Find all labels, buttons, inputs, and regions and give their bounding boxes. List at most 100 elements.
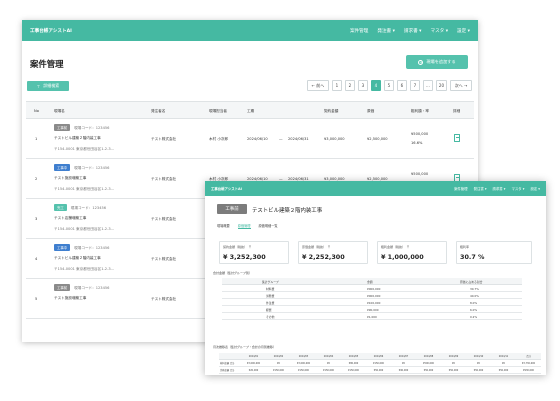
pager-next[interactable]: 次へ → — [450, 80, 472, 91]
nav-case-management[interactable]: 案件管理 — [454, 186, 468, 191]
table-row: 外注費 ¥100,000 8.0% — [222, 299, 522, 306]
header-cell: 2024/03 — [291, 353, 316, 359]
site-name[interactable]: テスト施設増築工事 — [54, 176, 86, 181]
table-row: その他 ¥1,000 0.2% — [222, 313, 522, 320]
header-cell: 2024/02 — [266, 353, 291, 359]
group-amount: ¥90,000 — [367, 308, 379, 312]
top-nav-bar: 工事台帳アシストAI 案件管理 発注書 ▾ 請求書 ▾ マスタ ▾ 設定 ▾ — [205, 181, 546, 196]
site-code: 現場コード：123456 — [71, 206, 106, 210]
site-name[interactable]: テスト店舗増築工事 — [54, 216, 86, 221]
table-row: 材料費 ¥000,000 30.7% — [222, 285, 522, 292]
month-value: ¥0 — [266, 360, 291, 366]
pagination: ← 前へ 1 2 3 4 5 6 7 … 20 次へ → — [307, 80, 472, 91]
pager-ellipsis: … — [423, 80, 433, 91]
header-cell: 2024/07 — [391, 353, 416, 359]
table-row: 労務費 ¥000,000 40.0% — [222, 292, 522, 299]
header-cell: 2024/10 — [466, 353, 491, 359]
status-badge: 完工 — [54, 204, 67, 211]
site-name[interactable]: テストビル建築２階内装工事 — [54, 136, 101, 141]
group-ratio: 6.0% — [470, 308, 477, 312]
header-ratio: 原価に占める割合 — [460, 280, 482, 284]
client-name: テスト株式会社 — [151, 297, 176, 302]
header-cell: 2024/06 — [366, 353, 391, 359]
pager-prev[interactable]: ← 前へ — [307, 80, 329, 91]
month-value: ¥150,000 — [291, 367, 316, 373]
kpi-value: ¥ 3,252,300 — [223, 253, 266, 261]
pager-page-5[interactable]: 5 — [384, 80, 394, 91]
app-brand[interactable]: 工事台帳アシストAI — [30, 28, 341, 34]
site-name[interactable]: テストビル建築２階内装工事 — [54, 256, 101, 261]
month-value: ¥50,000 — [466, 367, 491, 373]
site-address: 〒154-0001 東京都世田谷区1-2-3... — [54, 227, 114, 232]
pager-page-20[interactable]: 20 — [436, 80, 447, 91]
table-row[interactable]: 1 工事前 現場コード：123456 テストビル建築２階内装工事 〒154-000… — [26, 119, 474, 159]
group-amount: ¥100,000 — [367, 301, 380, 305]
site-title: テストビル建築２階内装工事 — [252, 206, 322, 214]
client-name: テスト株式会社 — [151, 177, 176, 182]
site-code: 現場コード：123456 — [74, 246, 109, 250]
tab-cost-detail-list[interactable]: 原価明細一覧 — [259, 223, 278, 229]
nav-invoice[interactable]: 請求書 ▾ — [404, 28, 422, 34]
site-code: 現場コード：123456 — [74, 166, 109, 170]
month-value: ¥150,000 — [341, 367, 366, 373]
kpi-label: 原価金額（税抜） 〒 — [302, 245, 331, 249]
nav-case-management[interactable]: 案件管理 — [350, 28, 368, 34]
kpi-value: ¥ 1,000,000 — [381, 253, 424, 261]
group-amount: ¥1,000 — [367, 315, 377, 319]
nav-settings[interactable]: 設定 ▾ — [457, 28, 470, 34]
table-header: 2024/01 2024/02 2024/03 2024/04 2024/05 … — [219, 353, 541, 360]
month-value: ¥3,000,000 — [291, 360, 316, 366]
row-no: 2 — [35, 177, 37, 181]
tab-cost-management[interactable]: 原価管理 — [238, 223, 251, 229]
kpi-value: 30.7 % — [460, 253, 484, 261]
month-value: ¥50,000 — [441, 367, 466, 373]
table-header: 集計グループ 金額 原価に占める割合 — [222, 278, 522, 285]
header-cell: 2024/04 — [316, 353, 341, 359]
period-start: 2024/06/10 — [247, 137, 268, 141]
top-nav-bar: 工事台帳アシストAI 案件管理 発注書 ▾ 請求書 ▾ マスタ ▾ 設定 ▾ — [22, 20, 478, 41]
row-label: 労務金額 合計 — [219, 367, 241, 373]
site-address: 〒154-0001 東京都世田谷区1-2-3... — [54, 147, 114, 152]
period-end: 2024/06/31 — [288, 137, 309, 141]
pager-page-3[interactable]: 3 — [358, 80, 368, 91]
document-icon[interactable] — [454, 134, 460, 142]
header-cell: 2024/08 — [416, 353, 441, 359]
cost-group-table: 集計グループ 金額 原価に占める割合 材料費 ¥000,000 30.7% 労務費 ¥… — [222, 278, 522, 320]
profit-amount: ¥500,000 — [411, 132, 428, 136]
status-badge: 工事前 — [54, 124, 70, 131]
nav-master[interactable]: マスタ ▾ — [511, 186, 524, 191]
month-value: ¥150,000 — [266, 367, 291, 373]
nav-purchase-order[interactable]: 発注書 ▾ — [474, 186, 487, 191]
client-name: テスト株式会社 — [151, 137, 176, 142]
pager-page-2[interactable]: 2 — [345, 80, 355, 91]
row-code-line: 工事中 現場コード：123456 — [54, 244, 109, 251]
add-site-button[interactable]: + 現場を追加する — [406, 55, 468, 69]
page-title: 案件管理 — [30, 58, 64, 70]
staff-name: 木村 小次郎 — [209, 137, 228, 142]
group-ratio: 30.7% — [470, 287, 479, 291]
month-value: ¥150,000 — [316, 367, 341, 373]
header-profit: 粗利額・率 — [411, 109, 429, 114]
pager-page-6[interactable]: 6 — [397, 80, 407, 91]
tab-overview[interactable]: 現場概要 — [217, 223, 230, 229]
nav-master[interactable]: マスタ ▾ — [430, 28, 448, 34]
month-value: ¥50,000 — [491, 367, 516, 373]
nav-settings[interactable]: 設定 ▾ — [530, 186, 540, 191]
header-cost: 原価 — [367, 109, 374, 114]
pager-page-7[interactable]: 7 — [410, 80, 420, 91]
pager-page-1[interactable]: 1 — [332, 80, 342, 91]
month-value: ¥90,000 — [391, 367, 416, 373]
month-value: ¥150,000 — [366, 360, 391, 366]
pager-page-4[interactable]: 4 — [371, 80, 381, 91]
table-header: No 現場名 発注者名 現場担当者 工期 契約金額 原価 粗利額・率 詳細 — [26, 101, 474, 119]
header-cell: 合計 — [516, 353, 541, 359]
advanced-search-button[interactable]: ⊤ 詳細検索 — [27, 81, 69, 91]
status-badge: 工事前 — [217, 204, 247, 214]
monthly-table: 2024/01 2024/02 2024/03 2024/04 2024/05 … — [219, 353, 541, 374]
nav-invoice[interactable]: 請求書 ▾ — [493, 186, 506, 191]
site-name[interactable]: テスト施設増築工事 — [54, 296, 86, 301]
nav-purchase-order[interactable]: 発注書 ▾ — [377, 28, 395, 34]
app-brand[interactable]: 工事台帳アシストAI — [211, 186, 448, 191]
header-site-name: 現場名 — [54, 109, 65, 114]
row-code-line: 工事前 現場コード：123456 — [54, 124, 109, 131]
